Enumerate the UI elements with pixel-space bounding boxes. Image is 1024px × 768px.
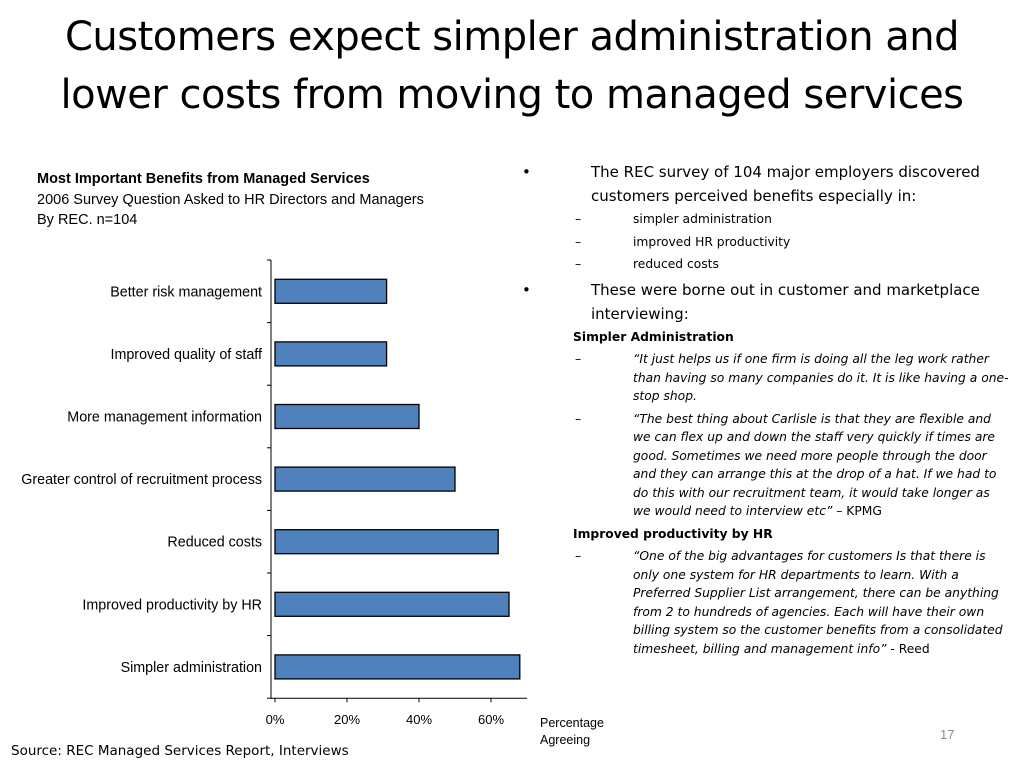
quote-attribution: - Reed bbox=[886, 641, 930, 656]
quote-text: “One of the big advantages for customers… bbox=[633, 549, 1003, 656]
x-tick-label: 0% bbox=[266, 712, 285, 727]
x-axis-label-line-2: Agreeing bbox=[540, 733, 591, 747]
category-label: Improved productivity by HR bbox=[82, 597, 262, 613]
bar bbox=[274, 403, 420, 430]
category-label: Reduced costs bbox=[167, 535, 262, 551]
quote-text: “The best thing about Carlisle is that t… bbox=[633, 411, 997, 519]
bar bbox=[274, 341, 388, 367]
sub-item-text: reduced costs bbox=[633, 257, 719, 271]
quote-item: – “It just helps us if one firm is doing… bbox=[520, 350, 1010, 406]
bar bbox=[274, 654, 521, 680]
bullet-list: • The REC survey of 104 major employers … bbox=[520, 160, 1010, 662]
chart-title: Most Important Benefits from Managed Ser… bbox=[37, 171, 370, 187]
dash-mark: – bbox=[575, 257, 582, 271]
page-number: 17 bbox=[940, 727, 955, 742]
chart-subtitle-line-1: 2006 Survey Question Asked to HR Directo… bbox=[37, 191, 424, 208]
sub-item-text: simpler administration bbox=[633, 212, 772, 226]
bar bbox=[274, 466, 456, 492]
bullet-text: These were borne out in customer and mar… bbox=[591, 280, 980, 323]
title-line-1: Customers expect simpler administration … bbox=[64, 14, 960, 60]
quote-item: – “The best thing about Carlisle is that… bbox=[520, 410, 1010, 521]
bar-chart: Better risk management Improved quality o… bbox=[21, 259, 527, 727]
dash-mark: – bbox=[575, 411, 582, 426]
bar bbox=[274, 278, 388, 304]
sub-item: – improved HR productivity bbox=[520, 233, 1010, 252]
section-heading-simpler-administration: Simpler Administration bbox=[573, 329, 734, 344]
sub-item: – reduced costs bbox=[520, 255, 1010, 274]
bullet-mark: • bbox=[522, 280, 531, 299]
bullet-survey: • The REC survey of 104 major employers … bbox=[520, 160, 1010, 208]
chart-subtitle-line-2: By REC. n=104 bbox=[37, 212, 138, 228]
bar bbox=[274, 591, 510, 617]
bullet-text: The REC survey of 104 major employers di… bbox=[591, 163, 980, 205]
sub-item: – simpler administration bbox=[520, 210, 1010, 229]
x-tick-label: 40% bbox=[406, 712, 432, 727]
sub-item-text: improved HR productivity bbox=[633, 234, 791, 249]
section-heading-improved-productivity: Improved productivity by HR bbox=[573, 526, 773, 541]
dash-mark: – bbox=[575, 234, 582, 249]
chart-heading: Most Important Benefits from Managed Ser… bbox=[37, 169, 507, 231]
x-tick-label: 20% bbox=[334, 712, 360, 727]
bar bbox=[274, 529, 499, 555]
quote-attribution: – KPMG bbox=[832, 504, 882, 518]
category-label: Improved quality of staff bbox=[110, 347, 262, 363]
category-label: More management information bbox=[67, 410, 262, 426]
x-axis-unit-label: Percentage Agreeing bbox=[540, 715, 630, 749]
category-label: Greater control of recruitment process bbox=[21, 472, 262, 488]
bullet-interviewing: • These were borne out in customer and m… bbox=[520, 278, 1010, 326]
x-tick-label: 60% bbox=[478, 712, 504, 727]
source-note: Source: REC Managed Services Report, Int… bbox=[11, 743, 349, 759]
x-axis-label-line-1: Percentage bbox=[540, 716, 604, 730]
dash-mark: – bbox=[575, 549, 582, 563]
category-label: Simpler administration bbox=[121, 660, 262, 676]
dash-mark: – bbox=[575, 212, 582, 226]
dash-mark: – bbox=[575, 352, 582, 366]
slide-title: Customers expect simpler administration … bbox=[0, 8, 1024, 124]
category-label: Better risk management bbox=[110, 284, 262, 300]
quote-item: – “One of the big advantages for custome… bbox=[520, 547, 1010, 658]
quote-text: “It just helps us if one firm is doing a… bbox=[633, 352, 1009, 403]
title-line-2: lower costs from moving to managed servi… bbox=[60, 72, 964, 118]
bullet-mark: • bbox=[522, 163, 531, 181]
